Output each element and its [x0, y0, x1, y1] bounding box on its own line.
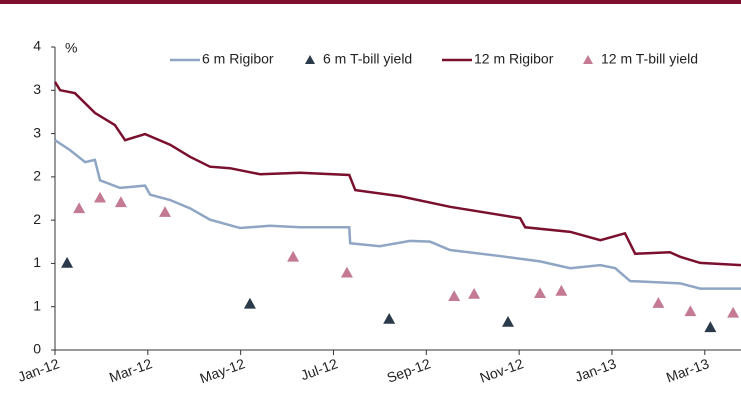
legend-label: 6 m Rigibor	[202, 51, 274, 67]
x-tick-label: May-12	[198, 355, 248, 386]
triangle-marker	[468, 287, 481, 299]
y-tick-label: 3	[33, 124, 41, 140]
top-border	[0, 0, 741, 4]
series-line	[53, 81, 741, 267]
y-tick-label: 3	[33, 81, 41, 97]
triangle-marker	[727, 306, 740, 318]
triangle-marker	[502, 315, 515, 327]
triangle-marker	[534, 287, 547, 298]
series-line	[54, 139, 741, 290]
y-tick-label: 4	[33, 38, 41, 54]
y-tick-label: 2	[33, 168, 41, 184]
legend-swatch	[583, 55, 593, 64]
triangle-marker	[243, 297, 256, 309]
triangle-marker	[448, 290, 461, 302]
legend-swatch	[305, 55, 315, 64]
x-tick-label: Mar-12	[107, 355, 154, 385]
triangle-marker	[61, 256, 74, 268]
y-tick-label: 1	[33, 297, 41, 313]
x-tick-label: Jul-12	[298, 355, 340, 383]
triangle-marker	[340, 266, 353, 278]
triangle-marker	[287, 250, 300, 262]
y-tick-label: 1	[33, 254, 41, 270]
triangle-marker	[704, 321, 717, 333]
triangle-marker	[73, 202, 86, 214]
triangle-marker	[684, 305, 697, 317]
triangle-marker	[652, 297, 665, 308]
triangle-marker	[383, 312, 396, 324]
triangle-marker	[555, 284, 568, 296]
triangle-marker	[114, 196, 127, 208]
triangle-marker	[159, 206, 172, 217]
y-unit-label: %	[65, 40, 77, 56]
x-tick-label: Nov-12	[478, 355, 526, 386]
x-tick-label: Jan-12	[16, 355, 62, 385]
x-tick-label: Jan-13	[573, 355, 619, 385]
x-tick-label: Sep-12	[385, 355, 433, 386]
triangle-marker	[94, 191, 107, 203]
legend-label: 12 m Rigibor	[474, 51, 554, 67]
legend-label: 12 m T-bill yield	[601, 51, 698, 67]
x-tick-label: Mar-13	[664, 355, 711, 385]
y-tick-label: 0	[33, 341, 41, 357]
legend-label: 6 m T-bill yield	[323, 51, 412, 67]
y-tick-label: 2	[33, 211, 41, 227]
